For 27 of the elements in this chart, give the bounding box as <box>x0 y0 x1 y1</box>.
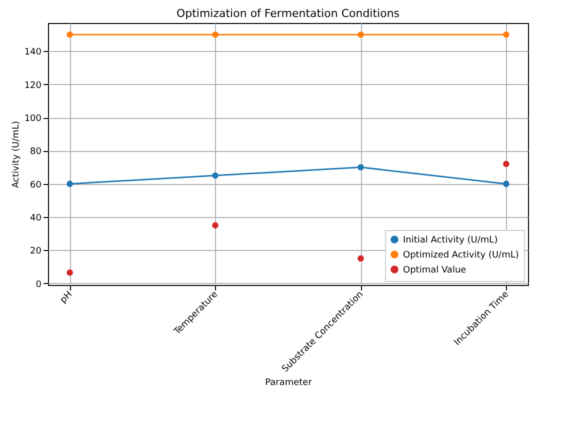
point <box>212 222 218 228</box>
point <box>503 31 510 38</box>
point <box>66 31 73 38</box>
chart-title: Optimization of Fermentation Conditions <box>176 7 400 20</box>
y-tick-label: 120 <box>24 80 42 91</box>
y-axis-title: Activity (U/mL) <box>11 121 22 188</box>
legend-label: Initial Activity (U/mL) <box>403 236 498 246</box>
x-axis-title: Parameter <box>265 378 312 388</box>
point <box>503 180 510 188</box>
y-tick-label: 60 <box>30 180 42 190</box>
y-tick-label: 80 <box>30 147 42 158</box>
y-tick-label: 40 <box>30 214 42 224</box>
y-tick-label: 20 <box>30 246 42 257</box>
point <box>358 31 364 38</box>
x-tick-label: pH <box>58 290 75 306</box>
y-tick-label: 100 <box>24 114 42 124</box>
point <box>212 172 218 179</box>
point <box>66 269 73 276</box>
legend-label: Optimal Value <box>403 266 467 276</box>
point <box>358 255 364 262</box>
point <box>503 160 510 168</box>
point <box>66 180 73 188</box>
legend-label: Optimized Activity (U/mL) <box>403 250 519 260</box>
y-tick-label: 140 <box>24 48 42 58</box>
point <box>212 31 218 38</box>
point <box>358 164 364 170</box>
y-tick-label: 0 <box>36 280 42 290</box>
